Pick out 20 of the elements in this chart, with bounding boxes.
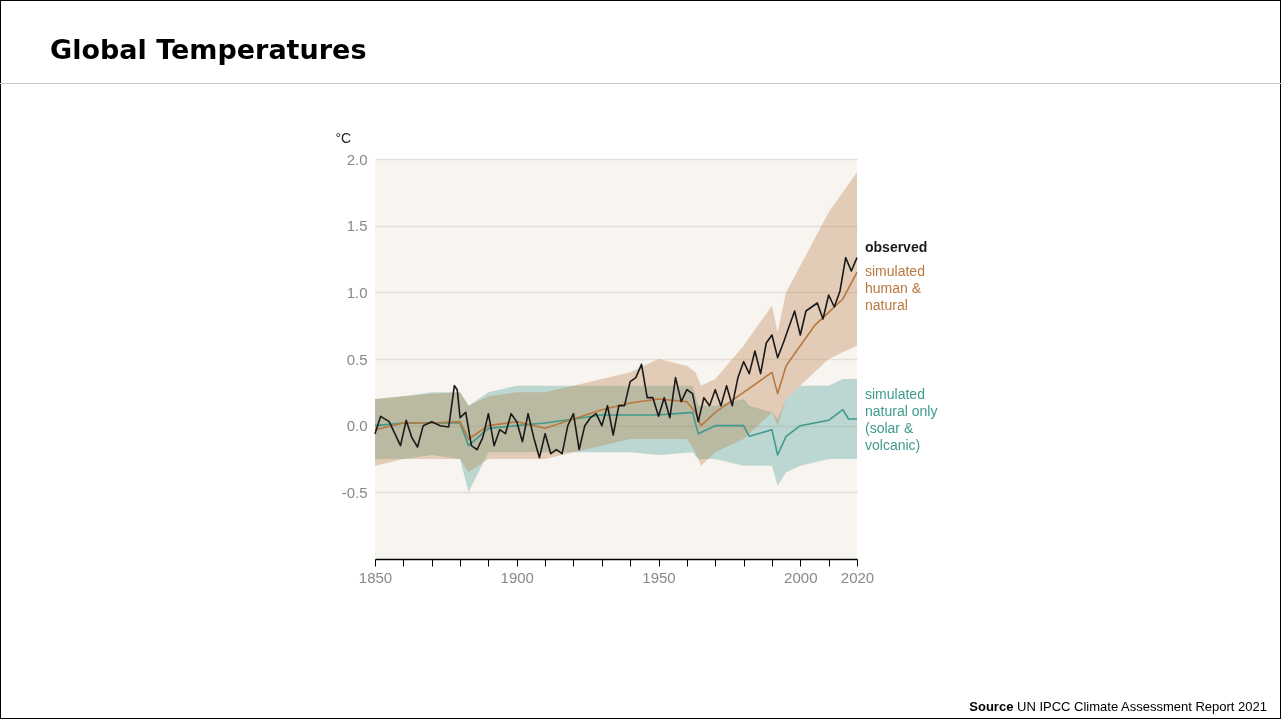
x-tick-label: 2000 (784, 568, 818, 586)
chart-title: Global Temperatures (50, 34, 367, 65)
y-tick-label: 1.5 (346, 217, 368, 235)
series-label: simulated natural only (solar & volcanic) (865, 386, 938, 453)
x-tick-label: 2020 (840, 568, 875, 586)
y-axis-title: °C (335, 129, 352, 146)
y-tick-label: 1.0 (346, 283, 368, 301)
x-tick-label: 1900 (500, 568, 534, 586)
x-tick-label: 1850 (358, 568, 393, 586)
series-label: observed (865, 238, 928, 255)
line-series (374, 271, 858, 440)
y-tick-label: -0.5 (341, 483, 368, 501)
y-tick-label: 0.0 (346, 417, 368, 435)
source-note: Source UN IPCC Climate Assessment Report 2021 (969, 699, 1267, 714)
y-tick-label: 0.5 (346, 350, 368, 368)
y-tick-label: 2.0 (346, 150, 368, 168)
line-series (374, 408, 858, 456)
x-tick-label: 1950 (642, 568, 676, 586)
series-label: simulated human & natural (865, 263, 925, 314)
line-series (374, 256, 858, 459)
